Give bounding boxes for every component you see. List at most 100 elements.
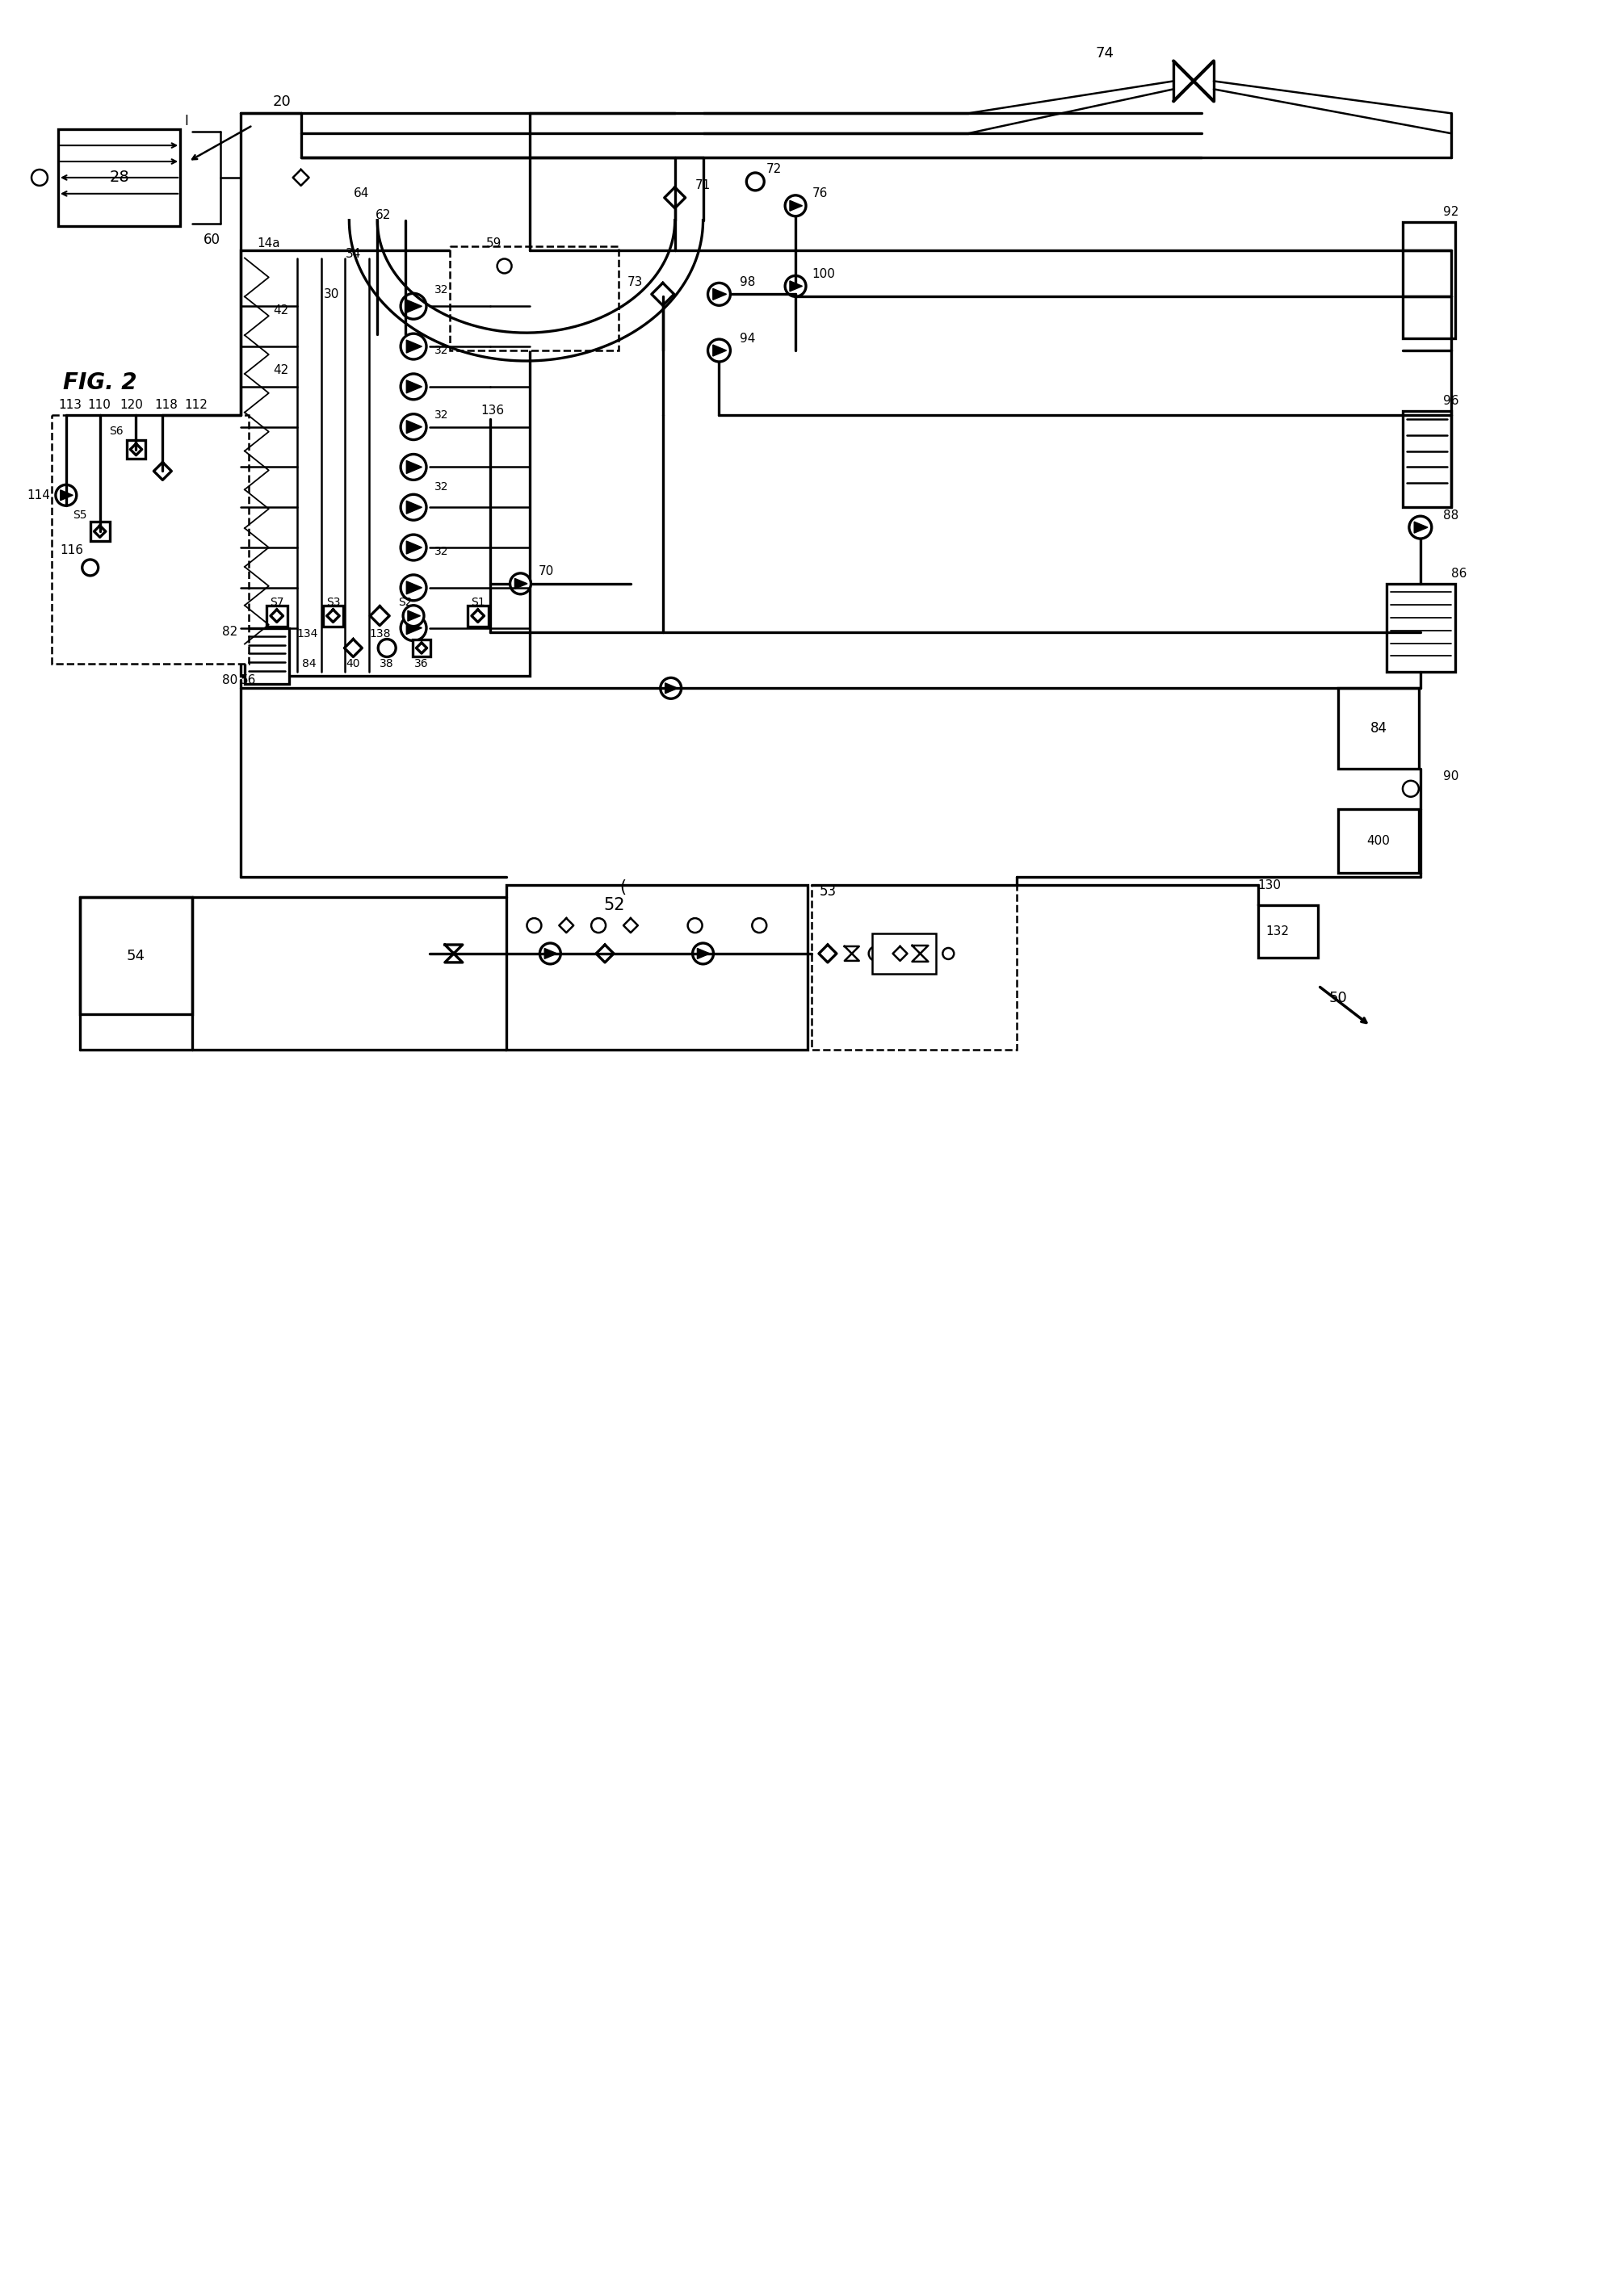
Text: 42: 42 [273,365,289,377]
Text: 56: 56 [240,674,257,685]
Text: 71: 71 [695,179,711,191]
Circle shape [747,172,765,191]
Circle shape [31,170,47,186]
Circle shape [687,919,702,933]
Text: 42: 42 [273,304,289,315]
Bar [812,885,1017,1051]
Circle shape [378,640,396,656]
Text: FIG. 2: FIG. 2 [63,372,136,395]
Text: 32: 32 [435,345,448,356]
Circle shape [497,259,512,272]
Circle shape [401,535,427,560]
Text: 132: 132 [1267,926,1289,937]
Polygon shape [713,345,726,356]
Circle shape [591,919,606,933]
Circle shape [708,340,731,361]
Text: 62: 62 [375,209,391,222]
Text: S7: S7 [270,597,284,608]
Text: 70: 70 [539,565,554,579]
Polygon shape [713,288,726,300]
Bar [1403,411,1450,508]
Text: 120: 120 [120,399,143,411]
Text: 59: 59 [486,238,502,250]
Text: 130: 130 [1259,878,1281,892]
Text: 54: 54 [127,948,145,964]
Text: 112: 112 [184,399,208,411]
Text: 52: 52 [604,896,625,914]
Polygon shape [789,200,802,211]
Bar [58,129,180,227]
Circle shape [784,195,806,216]
Polygon shape [406,622,422,635]
Text: 73: 73 [627,277,643,288]
Bar [91,522,109,540]
Circle shape [539,944,560,964]
Text: 30: 30 [323,288,339,300]
Text: 94: 94 [739,331,755,345]
Text: 64: 64 [354,188,369,200]
Bar [468,606,489,626]
Text: 32: 32 [435,284,448,295]
Bar [240,250,529,676]
Text: 80: 80 [222,674,239,685]
Circle shape [401,293,427,320]
Circle shape [401,454,427,481]
Text: 84: 84 [1371,722,1387,735]
Polygon shape [406,461,422,474]
Text: 400: 400 [1367,835,1390,846]
Circle shape [526,919,541,933]
Bar [507,885,807,1051]
Polygon shape [60,490,73,501]
Text: 134: 134 [297,629,318,640]
Text: I: I [185,113,188,129]
Text: 86: 86 [1452,567,1466,581]
Bar [1403,222,1455,338]
Text: S6: S6 [109,424,123,436]
Text: 74: 74 [1096,45,1114,61]
Text: 72: 72 [767,163,781,175]
Circle shape [692,944,713,964]
Text: 32: 32 [435,408,448,420]
Text: 20: 20 [273,95,291,109]
Circle shape [83,560,99,576]
Bar [412,640,430,656]
Polygon shape [697,948,710,960]
Circle shape [401,615,427,640]
Polygon shape [406,381,422,393]
Circle shape [661,678,682,699]
Polygon shape [544,948,557,960]
Polygon shape [515,579,528,590]
Circle shape [1410,515,1432,538]
Text: 32: 32 [435,481,448,492]
Text: 114: 114 [26,490,50,501]
Text: 32: 32 [435,547,448,558]
Text: 28: 28 [109,170,130,186]
Polygon shape [406,540,422,554]
Circle shape [401,495,427,520]
Text: 50: 50 [1328,992,1348,1005]
Text: 38: 38 [380,658,395,669]
Text: 100: 100 [812,268,835,279]
Bar [245,629,289,685]
Text: S5: S5 [73,511,86,522]
Circle shape [510,574,531,594]
Bar [1387,583,1455,672]
Bar [266,606,287,626]
Text: 92: 92 [1444,206,1458,218]
Bar [323,606,344,626]
Text: 76: 76 [812,188,828,200]
Circle shape [403,606,424,626]
Text: 113: 113 [58,399,81,411]
Polygon shape [406,420,422,433]
Text: 118: 118 [154,399,179,411]
Circle shape [401,574,427,601]
Bar [127,440,146,458]
Circle shape [401,334,427,359]
Text: 34: 34 [346,247,361,261]
Text: S2: S2 [398,597,412,608]
Text: 60: 60 [203,231,221,247]
Bar [1338,688,1419,769]
Text: 82: 82 [222,626,239,638]
Text: 84: 84 [302,658,317,669]
Bar [1259,905,1319,958]
